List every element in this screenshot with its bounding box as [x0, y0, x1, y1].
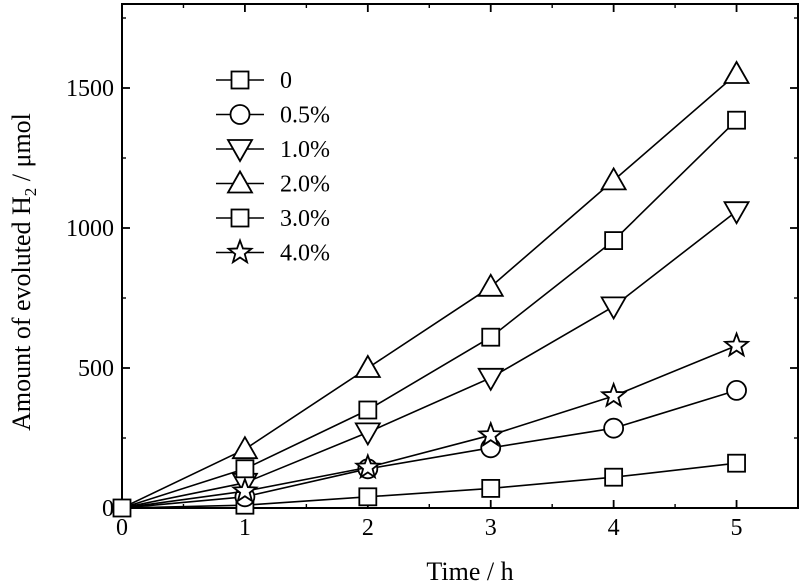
x-tick-label: 0	[116, 515, 128, 541]
legend-label: 0	[280, 68, 292, 94]
legend-label: 2.0%	[280, 172, 330, 198]
plot-frame	[121, 3, 799, 509]
data-point	[604, 231, 624, 251]
legend-label: 3.0%	[280, 206, 330, 232]
legend-marker	[229, 104, 251, 125]
x-tick-label: 1	[239, 515, 251, 541]
legend: 0 0.5% 1.0% 2.0% 3.0% 4.0%	[216, 68, 330, 267]
data-point	[354, 422, 382, 447]
y-axis-label-main: Amount of evoluted H	[7, 196, 36, 431]
y-tick-label: 500	[78, 356, 114, 382]
series-layer	[112, 60, 751, 518]
x-tick-label: 5	[731, 515, 743, 541]
x-tick-label: 3	[485, 515, 497, 541]
x-tick-label: 4	[608, 515, 620, 541]
series-3	[121, 60, 751, 509]
data-point	[726, 379, 747, 401]
x-tick-label: 2	[362, 515, 374, 541]
y-tick-label: 1000	[66, 216, 114, 242]
data-point	[231, 476, 259, 504]
data-point	[599, 381, 628, 408]
x-axis-label: Time / h	[426, 557, 513, 586]
data-point	[477, 367, 505, 392]
data-point	[481, 478, 501, 498]
data-point	[481, 327, 501, 347]
series-line	[121, 389, 737, 509]
legend-marker	[230, 70, 250, 90]
data-point	[722, 201, 751, 226]
data-point	[600, 296, 628, 321]
data-point	[604, 467, 624, 487]
series-line	[121, 210, 738, 509]
data-point	[722, 60, 751, 84]
legend-label: 1.0%	[280, 137, 330, 163]
data-point	[600, 166, 628, 191]
series-2	[121, 201, 751, 509]
legend-marker	[230, 208, 250, 228]
data-point	[358, 487, 378, 507]
data-point	[727, 453, 746, 473]
series-line	[121, 462, 737, 509]
data-point	[603, 417, 625, 439]
origin-point	[112, 498, 132, 518]
data-point	[722, 331, 751, 358]
series-line	[121, 119, 738, 509]
tick-layer: 0 1 2 3 4 5 0 500 1000 1500	[66, 4, 798, 541]
y-axis-label-tail: / μmol	[7, 113, 36, 188]
data-point	[476, 420, 505, 448]
series-line	[121, 73, 738, 509]
legend-marker	[226, 139, 254, 163]
data-point	[353, 452, 382, 480]
legend-item: 0	[216, 68, 292, 94]
legend-marker	[226, 237, 254, 265]
y-tick-label: 1500	[66, 76, 114, 102]
legend-item: 3.0%	[216, 206, 330, 232]
y-tick-label: 0	[102, 496, 114, 522]
y-axis-label: Amount of evoluted H2 / μmol	[7, 113, 40, 431]
data-point	[727, 110, 746, 130]
legend-item: 1.0%	[216, 137, 330, 163]
data-point	[354, 354, 382, 378]
plot-frame-layer	[121, 3, 799, 509]
series-line	[121, 344, 737, 509]
series-4	[121, 110, 746, 509]
legend-item: 4.0%	[216, 237, 330, 267]
legend-item: 2.0%	[216, 169, 330, 198]
data-point	[235, 459, 255, 479]
legend-label: 0.5%	[280, 103, 330, 129]
series-5	[121, 331, 751, 509]
data-point	[231, 435, 259, 460]
legend-marker	[226, 169, 254, 194]
legend-item: 0.5%	[216, 103, 330, 129]
y-axis-label-subscript: 2	[21, 188, 40, 197]
data-point	[358, 400, 378, 420]
data-point	[477, 272, 505, 297]
legend-label: 4.0%	[280, 241, 330, 267]
